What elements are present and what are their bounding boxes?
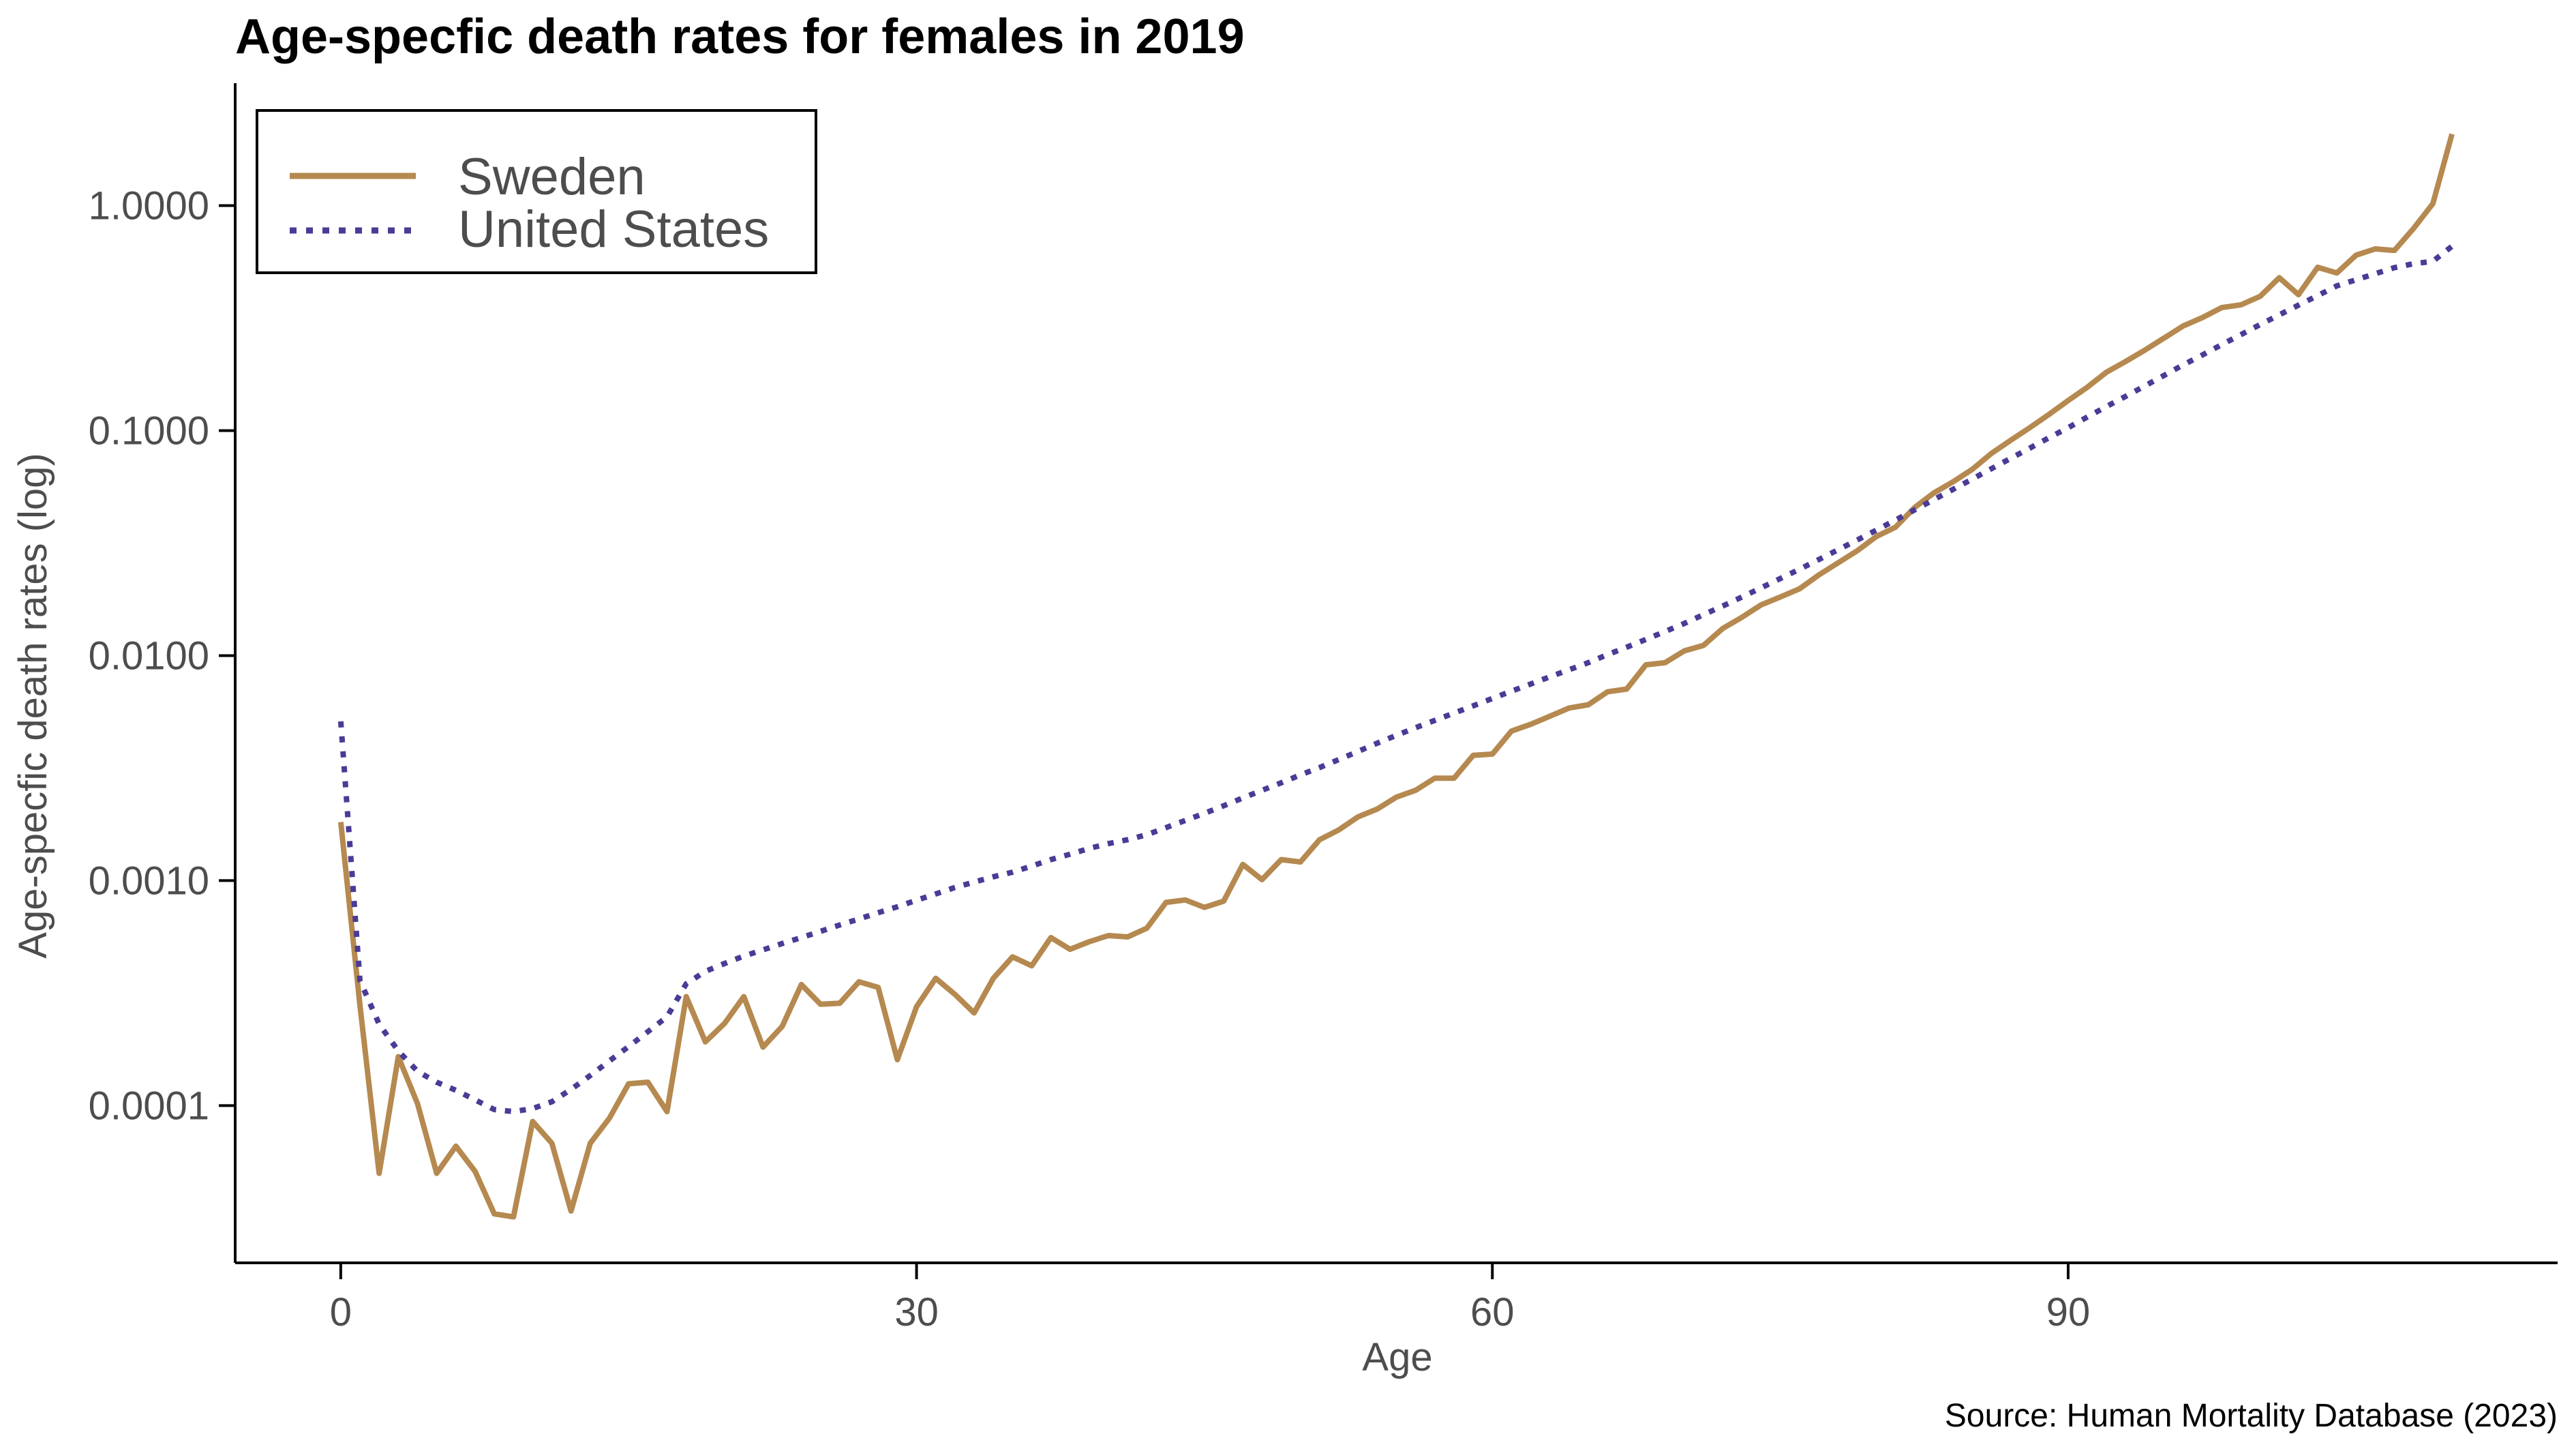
y-axis-label: Age-specfic death rates (log) — [11, 453, 55, 958]
plot-area: 0.0001 0.0010 0.0100 0.1000 1.0000 0 30 60 90 — [89, 83, 2558, 1334]
x-tick-label: 0 — [330, 1290, 352, 1334]
series-line-sweden — [337, 133, 2455, 1220]
x-tick-label: 90 — [2046, 1290, 2091, 1334]
y-tick-label: 0.0001 — [89, 1084, 209, 1128]
x-tick-label: 30 — [894, 1290, 939, 1334]
y-tick-label: 0.0100 — [89, 633, 209, 678]
y-tick-label: 1.0000 — [89, 184, 209, 228]
x-axis-label: Age — [1362, 1335, 1432, 1379]
source-caption: Source: Human Mortality Database (2023) — [1945, 1398, 2558, 1434]
series-line-united-states — [337, 243, 2454, 1115]
legend: Sweden United States — [256, 109, 817, 274]
legend-frame — [256, 109, 817, 274]
legend-label-united-states: United States — [458, 200, 769, 258]
y-tick-label: 0.0010 — [89, 858, 209, 903]
legend-label-sweden: Sweden — [458, 148, 646, 206]
y-tick-label: 0.1000 — [89, 408, 209, 453]
x-tick-label: 60 — [1470, 1290, 1515, 1334]
chart-title: Age-specfic death rates for females in 2… — [235, 10, 1245, 64]
